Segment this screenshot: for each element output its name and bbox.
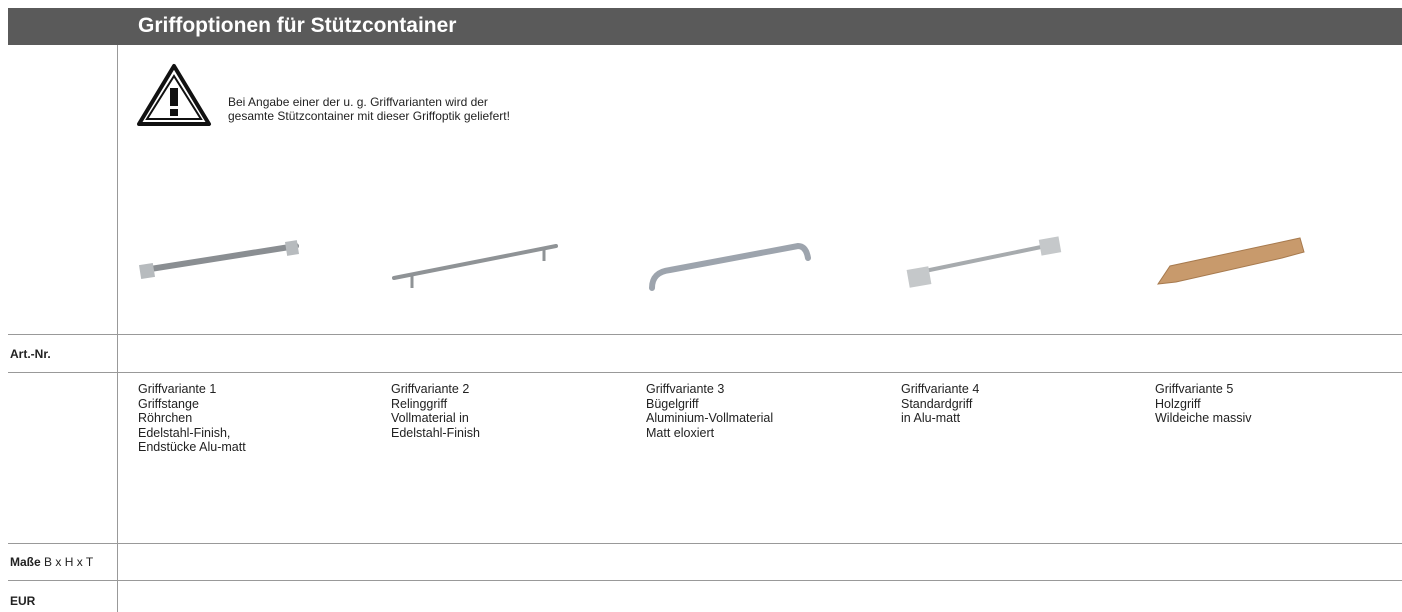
variant-line: Edelstahl-Finish [391, 425, 480, 440]
column-divider [117, 45, 118, 612]
row-label: Art.-Nr. [10, 347, 51, 361]
handle-1 [138, 240, 300, 280]
row-divider [8, 543, 1402, 544]
notice-line: gesamte Stützcontainer mit dieser Griffo… [228, 109, 510, 123]
handle-4 [906, 236, 1062, 288]
row-divider [8, 334, 1402, 335]
variant-line: Griffstange [138, 396, 199, 411]
header-bar [8, 8, 1402, 45]
title: Griffoptionen für Stützcontainer [138, 14, 457, 37]
dim-unit: B x H x T [44, 555, 94, 569]
variant-line: Vollmaterial in [391, 411, 469, 425]
variant-line: Griffvariante 1 [138, 382, 217, 396]
variant-line: Matt eloxiert [646, 425, 715, 440]
variant-description: Griffvariante 1 Griffstange Röhrchen Edelst… [138, 382, 246, 455]
handle-2 [392, 244, 558, 288]
variant-description: Griffvariante 3 Bügelgriff Aluminium-Vollm… [646, 382, 773, 440]
variant-line: Wildeiche massiv [1155, 411, 1252, 425]
notice: Bei Angabe einer der u. g. Griffvariante… [228, 95, 510, 123]
dim-label: Maße [10, 555, 41, 569]
variant-line: in Alu-matt [901, 411, 961, 425]
variant-line: Endstücke Alu-matt [138, 440, 246, 454]
variant-line: Griffvariante 2 [391, 382, 470, 396]
variant-line: Edelstahl-Finish, [138, 425, 231, 440]
handle-5 [1156, 237, 1305, 285]
variant-line: Griffvariante 5 [1155, 382, 1234, 396]
variant-line: Standardgriff [901, 396, 973, 411]
handle-3 [649, 242, 811, 291]
row-divider [8, 372, 1402, 373]
variant-description: Griffvariante 4 Standardgriff in Alu-matt [901, 382, 979, 426]
row-divider [8, 580, 1402, 581]
variant-line: Aluminium-Vollmaterial [646, 411, 774, 425]
variant-line: Röhrchen [138, 411, 193, 425]
variant-description: Griffvariante 2 Relinggriff Vollmaterial i… [391, 382, 480, 440]
row-label: Maße B x H x T [10, 555, 93, 569]
variant-line: Relinggriff [391, 396, 448, 411]
notice-line: Bei Angabe einer der u. g. Griffvariante… [228, 95, 488, 109]
variant-line: Griffvariante 3 [646, 382, 725, 396]
variant-line: Bügelgriff [646, 396, 699, 411]
warning-icon [137, 64, 211, 126]
row-label: EUR [10, 594, 36, 608]
variant-description: Griffvariante 5 Holzgriff Wildeiche massiv [1155, 382, 1252, 426]
variant-line: Holzgriff [1155, 396, 1201, 411]
variant-line: Griffvariante 4 [901, 382, 980, 396]
